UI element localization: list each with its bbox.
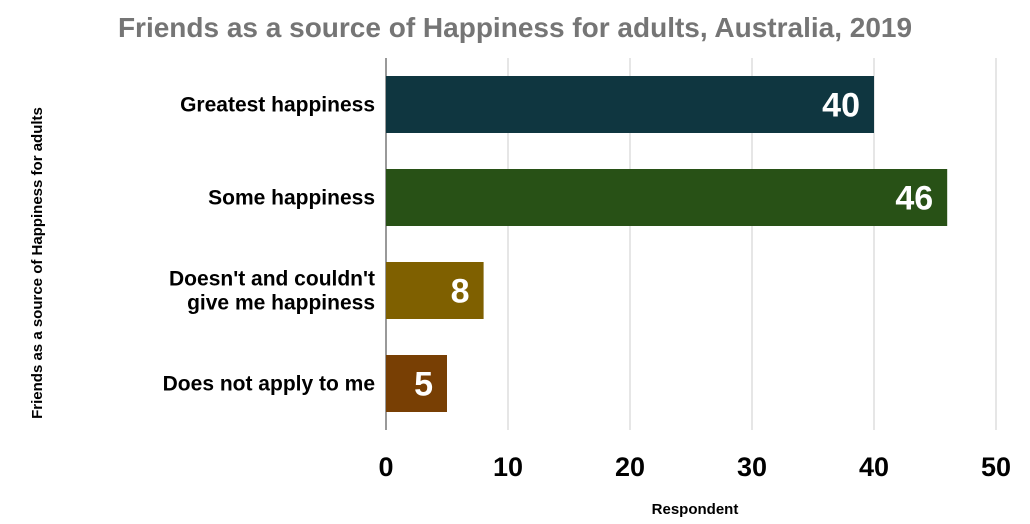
category-label: Some happiness xyxy=(208,187,375,210)
bar xyxy=(386,76,874,133)
bar xyxy=(386,355,447,412)
category-labels: Greatest happiness Some happiness Doesn't … xyxy=(163,94,375,396)
x-tick-labels: 0 10 20 30 40 50 xyxy=(378,452,1011,482)
category-label: Doesn't and couldn't xyxy=(169,268,375,291)
bars: 40 46 8 5 xyxy=(386,76,948,412)
x-tick-label: 10 xyxy=(493,452,523,482)
category-label: Does not apply to me xyxy=(163,373,375,396)
x-tick-label: 0 xyxy=(378,452,393,482)
bar xyxy=(386,169,948,226)
x-tick-label: 40 xyxy=(859,452,889,482)
bar xyxy=(386,262,484,319)
x-tick-label: 30 xyxy=(737,452,767,482)
data-label: 8 xyxy=(451,273,470,311)
data-label: 46 xyxy=(895,180,933,218)
category-label: give me happiness xyxy=(187,292,375,315)
chart-title: Friends as a source of Happiness for adu… xyxy=(118,12,912,43)
data-label: 5 xyxy=(414,366,433,404)
data-label: 40 xyxy=(822,87,860,125)
x-tick-label: 20 xyxy=(615,452,645,482)
x-tick-label: 50 xyxy=(981,452,1011,482)
y-axis-label: Friends as a source of Happiness for adu… xyxy=(29,107,46,419)
x-axis-label: Respondent xyxy=(652,501,739,518)
category-label: Greatest happiness xyxy=(180,94,375,117)
